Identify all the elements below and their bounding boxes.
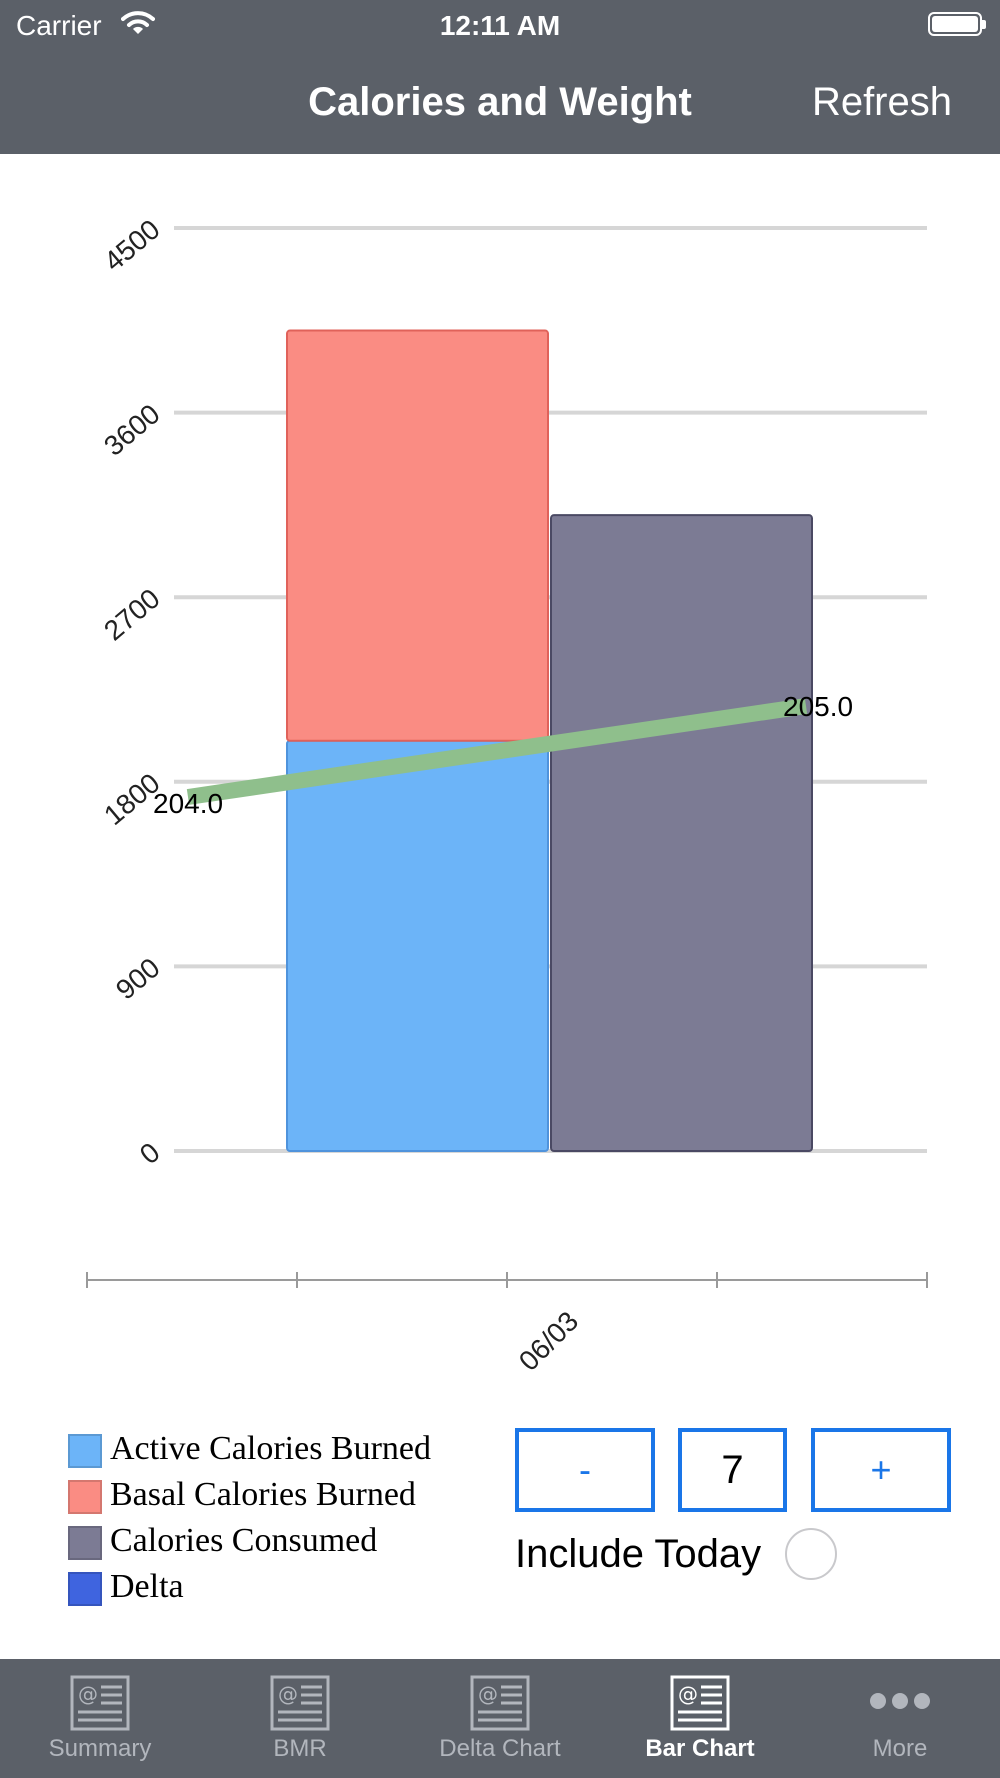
status-time: 12:11 AM <box>439 10 561 41</box>
tab-bar-chart[interactable]: @ Bar Chart <box>600 1659 800 1778</box>
x-axis <box>86 1272 928 1288</box>
svg-text:@: @ <box>678 1682 698 1706</box>
tab-delta-chart[interactable]: @ Delta Chart <box>400 1659 600 1778</box>
y-tick-label: 3600 <box>98 398 166 462</box>
svg-text:@: @ <box>278 1682 298 1706</box>
y-tick-label: 2700 <box>98 583 166 647</box>
y-tick-label: 4500 <box>98 213 166 277</box>
tab-label: Summary <box>48 1735 152 1762</box>
tab-label: Delta Chart <box>439 1735 561 1762</box>
weight-line-segment <box>186 698 808 805</box>
legend-label: Delta <box>110 1568 184 1605</box>
tab-more[interactable]: More <box>800 1659 1000 1778</box>
page-title: Calories and Weight <box>308 80 692 124</box>
svg-text:@: @ <box>478 1682 498 1706</box>
bar-segment <box>550 514 813 1152</box>
tab-label: More <box>872 1735 928 1762</box>
more-dots-icon <box>870 1693 930 1709</box>
svg-text:@: @ <box>78 1682 98 1706</box>
legend-swatch <box>68 1572 102 1606</box>
newspaper-icon: @ <box>70 1675 130 1731</box>
legend-label: Active Calories Burned <box>110 1430 432 1467</box>
increment-days-button[interactable]: + <box>811 1428 951 1512</box>
status-bar: Carrier 12:11 AM <box>0 0 1000 52</box>
legend-swatch <box>68 1480 102 1514</box>
legend-label: Calories Consumed <box>110 1522 378 1559</box>
legend-swatch <box>68 1526 102 1560</box>
legend-swatch <box>68 1434 102 1468</box>
tab-bar: @ Summary @ BMR @ De <box>0 1659 1000 1778</box>
days-count-field[interactable]: 7 <box>678 1428 787 1512</box>
decrement-days-button[interactable]: - <box>515 1428 655 1512</box>
bar-segment <box>286 739 549 1152</box>
tab-bmr[interactable]: @ BMR <box>200 1659 400 1778</box>
include-today-toggle[interactable] <box>785 1528 837 1580</box>
include-today-label: Include Today <box>515 1532 762 1576</box>
legend-label: Basal Calories Burned <box>110 1476 416 1513</box>
x-tick-label: 06/03 <box>513 1305 584 1376</box>
navigation-bar: Calories and Weight Refresh <box>0 52 1000 154</box>
bar-segment <box>286 329 549 742</box>
newspaper-icon: @ <box>670 1675 730 1731</box>
bars <box>286 329 813 1152</box>
y-tick-label: 900 <box>110 952 166 1006</box>
tab-label: Bar Chart <box>645 1735 755 1762</box>
tab-summary[interactable]: @ Summary <box>0 1659 200 1778</box>
weight-line: 204.0 205.0 <box>153 691 853 819</box>
weight-data-label: 204.0 <box>153 788 223 819</box>
newspaper-icon: @ <box>270 1675 330 1731</box>
refresh-button[interactable]: Refresh <box>811 80 952 124</box>
carrier-label: Carrier <box>16 10 102 41</box>
x-axis-labels: 06/03 <box>513 1305 584 1376</box>
tab-label: BMR <box>273 1735 327 1762</box>
battery-icon <box>928 12 986 36</box>
newspaper-icon: @ <box>470 1675 530 1731</box>
wifi-icon <box>121 11 155 34</box>
weight-data-label: 205.0 <box>783 691 853 722</box>
y-tick-label: 0 <box>134 1136 166 1170</box>
